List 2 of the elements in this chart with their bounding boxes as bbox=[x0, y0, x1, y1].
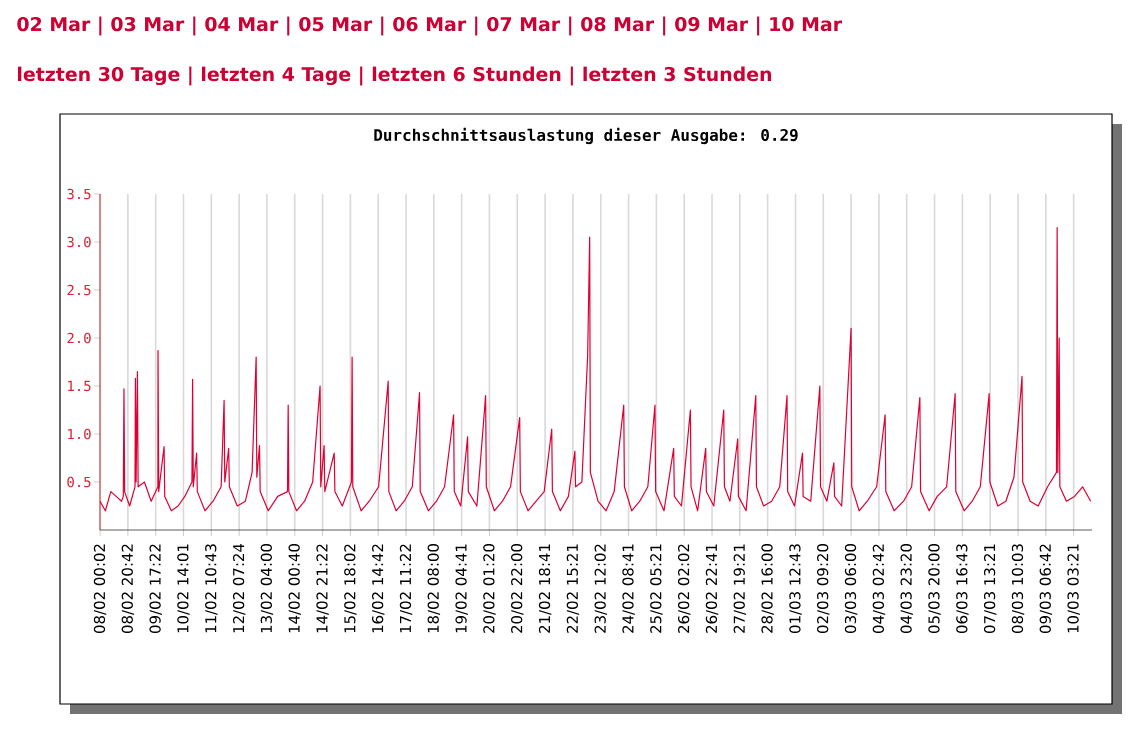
text: letzten 30 Tage | letzten 4 Tage | letzten 6 Stunden | letzten 3 Stunden bbox=[17, 66, 772, 86]
text: 02 Mar | 03 Mar | 04 Mar | 05 Mar | 06 Mar | 07 Mar | 08 Mar | 09 Mar | 10 Mar bbox=[17, 16, 842, 36]
